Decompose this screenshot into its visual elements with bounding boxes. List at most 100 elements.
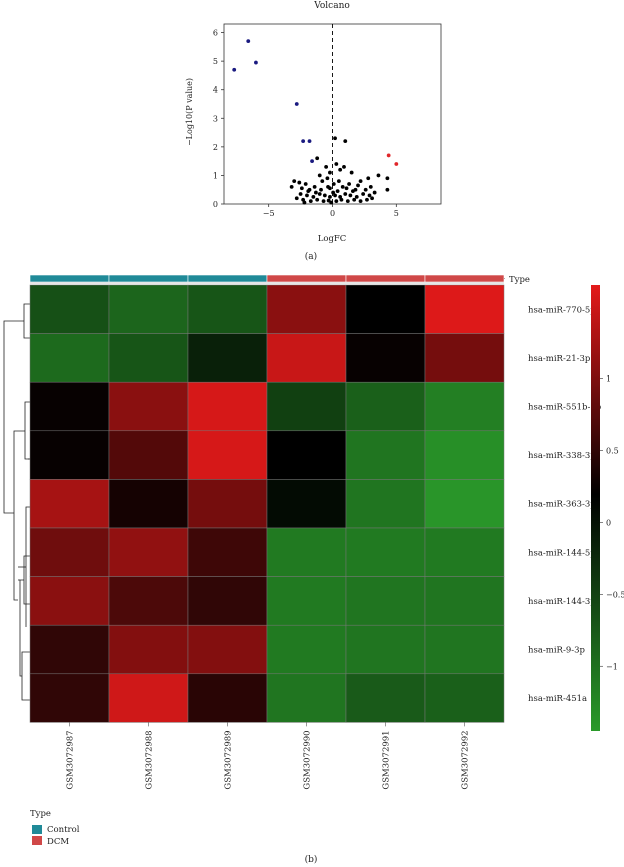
volcano-point-ns — [367, 193, 372, 198]
heatmap-cell — [424, 479, 505, 529]
volcano-point-up — [386, 153, 391, 158]
volcano-point-ns — [328, 194, 332, 199]
column-label: GSM3072987 — [66, 730, 76, 789]
volcano-point-ns — [342, 164, 346, 169]
colorbar-tick-label: 0 — [606, 518, 611, 527]
volcano-point-ns — [315, 156, 320, 161]
volcano-point-ns — [343, 139, 348, 144]
volcano-point-ns — [298, 192, 303, 196]
heatmap-cell — [345, 430, 426, 480]
volcano-point-ns — [302, 200, 307, 205]
volcano-point-ns — [324, 164, 329, 169]
heatmap-cell — [108, 284, 189, 334]
heatmap-cell — [108, 479, 189, 529]
heatmap-cell — [108, 624, 189, 675]
heatmap-cell — [187, 624, 268, 675]
heatmap-cell — [266, 430, 347, 480]
volcano-x-axis: −5 0 5 — [263, 204, 399, 218]
volcano-point-down — [232, 67, 237, 72]
heatmap-cell — [345, 479, 426, 529]
volcano-point-ns — [345, 199, 350, 204]
volcano-point-ns — [311, 194, 316, 199]
volcano-y-tick-label: 5 — [213, 57, 218, 66]
panel-b-caption: (b) — [305, 854, 318, 865]
row-label: hsa-miR-21-3p — [528, 354, 591, 364]
volcano-point-ns — [370, 196, 374, 201]
heatmap-cells — [29, 284, 505, 723]
legend-label-control: Control — [47, 825, 80, 835]
colorbar-tick-label: 1 — [606, 375, 611, 384]
volcano-points — [232, 39, 399, 205]
heatmap-cell — [187, 381, 268, 432]
heatmap-cell — [424, 673, 505, 723]
colorbar-tick-label: 0.5 — [606, 446, 619, 455]
volcano-x-tick-label: 5 — [394, 209, 399, 218]
volcano-point-ns — [358, 199, 363, 204]
volcano-point-ns — [331, 190, 336, 195]
volcano-point-ns — [325, 176, 330, 181]
heatmap-cell — [266, 624, 347, 675]
heatmap-cell — [29, 479, 110, 529]
volcano-point-ns — [334, 199, 339, 204]
volcano-point-ns — [326, 198, 331, 203]
column-labels: GSM3072987 GSM3072988 GSM3072989 GSM3072990… — [66, 722, 471, 790]
volcano-point-ns — [343, 192, 348, 196]
volcano-x-tick-label: 0 — [330, 209, 335, 218]
volcano-point-ns — [317, 192, 322, 196]
volcano-title: Volcano — [313, 1, 350, 11]
heatmap-cell — [345, 576, 426, 626]
legend-swatch-control — [32, 825, 42, 834]
volcano-point-ns — [289, 184, 294, 189]
heatmap-cell — [187, 284, 268, 334]
volcano-point-ns — [299, 186, 304, 191]
volcano-point-ns — [319, 187, 323, 192]
legend-label-dcm: DCM — [47, 837, 69, 847]
volcano-y-axis: 0 1 2 3 4 5 6 — [213, 29, 224, 209]
volcano-x-label: LogFC — [318, 234, 347, 244]
volcano-y-tick-label: 3 — [213, 114, 218, 123]
volcano-point-ns — [312, 184, 317, 189]
heatmap-cell — [187, 527, 268, 577]
row-dendrogram — [3, 303, 30, 701]
volcano-point-up — [394, 162, 399, 166]
heatmap-cell — [29, 381, 110, 432]
volcano-point-ns — [354, 194, 359, 199]
volcano-point-ns — [352, 197, 357, 202]
heatmap-cell — [29, 430, 110, 480]
volcano-point-down — [310, 159, 314, 164]
type-annotation-bar — [29, 274, 505, 284]
heatmap-cell — [29, 527, 110, 577]
heatmap-cell — [108, 430, 189, 480]
heatmap-cell — [29, 284, 110, 334]
type-bar-label: Type — [509, 275, 530, 285]
row-label: hsa-miR-338-3p — [528, 451, 596, 461]
row-label: hsa-miR-363-3p — [528, 500, 596, 510]
volcano-point-ns — [305, 193, 309, 198]
heatmap-cell — [108, 576, 189, 626]
volcano-point-ns — [338, 194, 343, 199]
heatmap-cell — [266, 284, 347, 334]
volcano-point-ns — [301, 197, 306, 202]
heatmap-cell — [108, 673, 189, 723]
volcano-point-ns — [333, 136, 337, 141]
heatmap-cell — [424, 624, 505, 675]
column-label: GSM3072988 — [145, 730, 155, 789]
volcano-point-ns — [338, 167, 343, 172]
row-label: hsa-miR-144-3p — [528, 597, 596, 607]
volcano-y-tick-label: 4 — [213, 86, 218, 95]
volcano-point-ns — [321, 199, 326, 204]
volcano-point-ns — [372, 190, 377, 195]
volcano-point-ns — [348, 193, 353, 198]
column-label: GSM3072989 — [224, 730, 234, 789]
type-bar-cell — [187, 274, 268, 283]
volcano-point-ns — [368, 184, 373, 189]
heatmap-cell — [266, 333, 347, 383]
volcano-plot: Volcano 0 1 2 3 4 5 6 −5 0 5 LogFC −Log10(P valu… — [185, 1, 442, 262]
colorbar-ticks: 1 0.5 0 −0.5 −1 — [600, 375, 624, 671]
heatmap-cell — [345, 673, 426, 723]
legend-title: Type — [30, 809, 51, 819]
heatmap-cell — [187, 479, 268, 529]
legend-swatch-dcm — [32, 836, 42, 845]
panel-a-caption: (a) — [305, 251, 317, 262]
volcano-point-ns — [358, 179, 363, 184]
